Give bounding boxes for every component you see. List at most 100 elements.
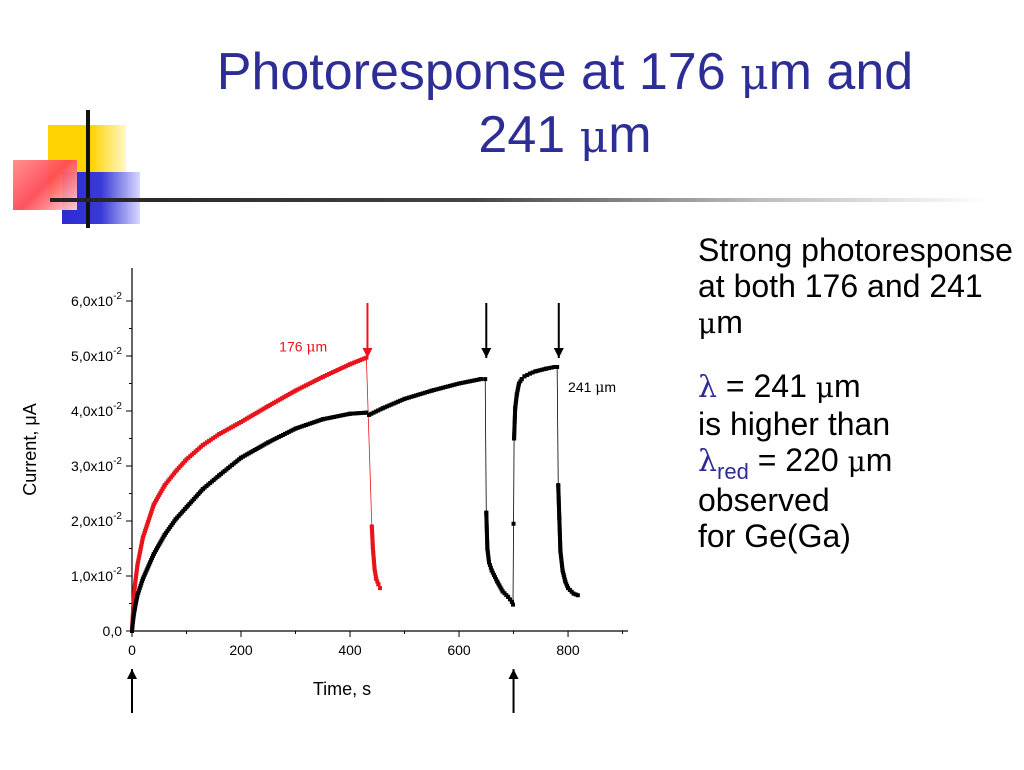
data-point [299,424,304,429]
data-point [513,403,518,408]
data-point [370,544,375,549]
data-point [145,522,150,527]
data-point [506,594,511,599]
data-point [130,620,135,625]
data-point [202,441,207,446]
data-point [140,576,145,581]
data-point [137,553,142,558]
data-point [209,437,214,442]
data-point [512,422,517,427]
data-point [566,586,571,591]
data-point [539,367,544,372]
data-point [132,609,137,614]
series-label-1: 241 μm [568,379,616,396]
x-tick-label: 400 [338,642,362,658]
data-point [429,388,434,393]
data-point [465,379,470,384]
title-mu-symbol-2: μ [579,112,609,163]
data-point [556,500,561,505]
data-point [348,362,353,367]
data-point [560,568,565,573]
data-point [512,436,517,441]
data-point [427,389,432,394]
data-point [200,487,205,492]
data-point [357,411,362,416]
data-point [132,587,137,592]
data-point [145,566,150,571]
data-point [295,425,300,430]
data-point [239,420,244,424]
data-point [147,515,152,520]
data-point [371,551,376,556]
lambda-red-symbol: λ [698,444,718,479]
data-point [562,577,567,582]
data-point [131,596,136,600]
data-point [140,535,145,540]
data-point [331,370,336,375]
data-point [335,368,340,373]
data-point [402,396,407,401]
data-point [513,408,518,413]
data-point [173,517,178,522]
data-point [546,366,551,371]
data-point [484,533,489,538]
decor-red-square [13,160,77,210]
data-point [276,435,281,440]
data-point [485,542,490,547]
data-point [557,509,562,514]
data-point [375,579,380,584]
data-point [338,413,343,418]
y-tick-label: 3,0x10-2 [71,456,122,474]
data-point [389,402,394,407]
data-point [173,469,178,474]
data-point [513,399,518,404]
data-point [371,548,376,553]
data-point [556,483,561,488]
data-point [132,582,137,587]
data-point [352,411,357,416]
data-point [329,415,334,420]
data-point [512,434,517,439]
data-point [459,381,464,386]
data-point [141,533,146,538]
data-point [266,440,271,445]
data-point [485,551,490,556]
data-point [133,602,138,607]
title-line2-post: m [608,106,652,164]
data-point [447,383,452,388]
data-point [206,438,211,443]
data-point [561,570,566,575]
data-point [371,410,376,415]
data-point [376,408,381,413]
data-point [151,502,156,507]
data-point [362,410,367,415]
data-point [513,406,518,411]
data-point [355,411,360,416]
x-tick-label: 200 [229,642,253,658]
data-point [450,383,455,388]
data-point [145,520,150,525]
data-point [487,560,492,565]
data-point [274,436,279,441]
bullet-1: Strong photoresponse at both 176 and 241… [698,232,1018,342]
title-line2-pre: 241 [478,106,580,164]
data-point [542,367,547,372]
data-point [141,574,146,579]
data-point [558,540,563,545]
data-point [557,527,562,532]
data-point [139,542,144,547]
data-point [316,418,321,423]
data-point [308,381,313,386]
data-point [130,626,135,631]
bullet-list: Strong photoresponse at both 176 and 241… [698,232,1018,580]
data-point [278,434,283,439]
data-point [371,553,376,558]
data-point [560,563,565,568]
data-point [575,593,580,598]
data-point [484,524,489,529]
data-point [372,566,377,571]
data-point [559,561,564,566]
data-point [461,380,466,385]
data-point [544,366,549,371]
data-point [239,455,244,460]
